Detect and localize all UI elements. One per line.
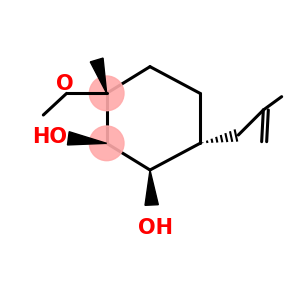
Text: OH: OH [137,218,172,238]
Text: HO: HO [32,127,68,147]
Text: O: O [56,74,74,94]
Polygon shape [145,170,158,205]
Polygon shape [68,132,107,145]
Circle shape [89,76,124,111]
Circle shape [89,126,124,161]
Polygon shape [90,58,107,93]
